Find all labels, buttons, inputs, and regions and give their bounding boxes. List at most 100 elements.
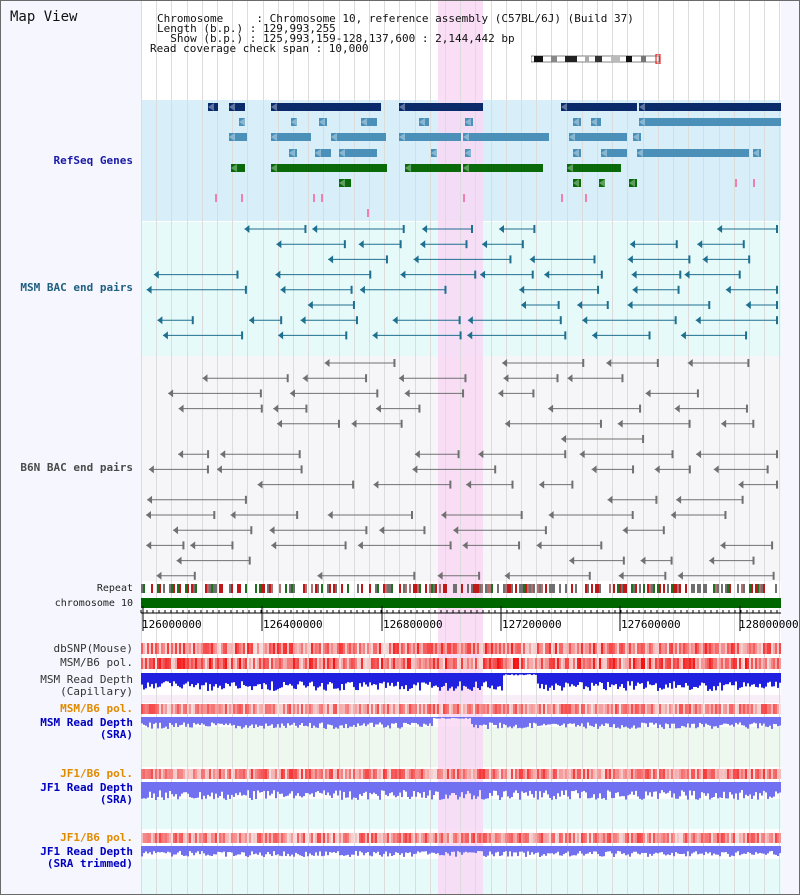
jf1-pol-trim-label[interactable]: JF1/B6 pol. bbox=[60, 831, 133, 844]
density-cell bbox=[685, 833, 687, 843]
b6n-bac-track-label[interactable]: B6N BAC end pairs bbox=[20, 461, 133, 474]
density-cell bbox=[633, 769, 635, 779]
depth-bar bbox=[181, 782, 183, 794]
bac-end-marker bbox=[207, 450, 210, 459]
density-cell bbox=[341, 704, 343, 714]
depth-bar bbox=[501, 846, 503, 856]
density-cell bbox=[561, 658, 563, 669]
density-cell bbox=[645, 769, 647, 779]
density-cell bbox=[689, 704, 691, 714]
depth-bar bbox=[313, 673, 315, 687]
depth-bar bbox=[739, 846, 741, 856]
depth-bar bbox=[779, 846, 781, 854]
density-cell bbox=[381, 833, 383, 843]
density-cell bbox=[633, 833, 635, 843]
density-cell bbox=[273, 658, 275, 669]
depth-bar bbox=[315, 673, 317, 691]
depth-bar bbox=[653, 717, 655, 725]
density-cell bbox=[313, 833, 315, 843]
depth-bar bbox=[705, 717, 707, 724]
dbsnp-track-label[interactable]: dbSNP(Mouse) bbox=[53, 642, 133, 655]
jf1-pol-sra-label[interactable]: JF1/B6 pol. bbox=[60, 767, 133, 780]
density-cell bbox=[283, 833, 285, 843]
density-cell bbox=[545, 643, 547, 654]
depth-bar bbox=[727, 717, 729, 725]
density-cell bbox=[317, 704, 319, 714]
density-cell bbox=[143, 704, 145, 714]
depth-bar bbox=[501, 673, 503, 691]
density-cell bbox=[301, 704, 303, 714]
bac-end-marker bbox=[677, 285, 680, 294]
gene-strand-arrow bbox=[339, 179, 345, 187]
density-cell bbox=[715, 643, 717, 654]
density-cell bbox=[217, 833, 219, 843]
density-cell bbox=[203, 833, 205, 843]
bac-end-marker bbox=[298, 450, 301, 459]
density-cell bbox=[565, 704, 567, 714]
depth-bar bbox=[357, 846, 359, 856]
bac-end-marker bbox=[423, 526, 426, 535]
depth-bar bbox=[141, 673, 143, 685]
density-cell bbox=[509, 704, 511, 714]
depth-bar bbox=[633, 673, 635, 690]
depth-bar bbox=[517, 717, 519, 729]
density-cell bbox=[237, 769, 239, 779]
depth-bar bbox=[171, 717, 173, 725]
density-cell bbox=[669, 658, 671, 669]
depth-bar bbox=[527, 846, 529, 852]
page-title: Map View bbox=[10, 9, 78, 25]
density-cell bbox=[425, 833, 427, 843]
msm-pol-sra-label[interactable]: MSM/B6 pol. bbox=[60, 702, 133, 715]
depth-bar bbox=[349, 717, 351, 727]
depth-bar bbox=[503, 782, 505, 792]
density-cell bbox=[235, 769, 237, 779]
repeat-element bbox=[667, 584, 669, 593]
density-cell bbox=[317, 769, 319, 779]
jf1-depth-trim-label-1[interactable]: JF1 Read Depth bbox=[40, 845, 133, 858]
depth-bar bbox=[155, 717, 157, 723]
density-cell bbox=[503, 769, 505, 779]
depth-bar bbox=[341, 782, 343, 800]
repeat-element bbox=[663, 584, 665, 593]
density-cell bbox=[671, 658, 673, 669]
depth-bar bbox=[175, 782, 177, 795]
density-cell bbox=[647, 704, 649, 714]
density-cell bbox=[641, 643, 643, 654]
bac-end-marker bbox=[544, 270, 550, 279]
refseq-track-label[interactable]: RefSeq Genes bbox=[53, 154, 133, 167]
depth-bar bbox=[587, 673, 589, 688]
depth-bar bbox=[677, 846, 679, 854]
depth-bar bbox=[637, 673, 639, 683]
depth-bar bbox=[257, 782, 259, 791]
depth-bar bbox=[521, 673, 523, 675]
density-cell bbox=[603, 833, 605, 843]
density-cell bbox=[379, 643, 381, 654]
msm-pol-capillary-label[interactable]: MSM/B6 pol. bbox=[60, 656, 133, 669]
jf1-depth-sra-label-2: (SRA) bbox=[99, 793, 133, 806]
density-cell bbox=[419, 643, 421, 654]
depth-bar bbox=[767, 673, 769, 683]
jf1-depth-sra-label-1[interactable]: JF1 Read Depth bbox=[40, 781, 133, 794]
repeat-element bbox=[527, 584, 529, 593]
depth-bar bbox=[461, 717, 463, 719]
depth-bar bbox=[381, 782, 383, 791]
density-cell bbox=[465, 769, 467, 779]
depth-bar bbox=[441, 782, 443, 800]
repeat-element bbox=[743, 584, 745, 593]
depth-bar bbox=[609, 673, 611, 688]
chromosome-ideogram[interactable] bbox=[531, 54, 661, 64]
msm-bac-track-label[interactable]: MSM BAC end pairs bbox=[20, 281, 133, 294]
density-cell bbox=[511, 833, 513, 843]
msm-depth-sra-label-1[interactable]: MSM Read Depth bbox=[40, 716, 133, 729]
depth-bar bbox=[651, 846, 653, 856]
density-cell bbox=[415, 769, 417, 779]
msm-depth-capillary-label-1[interactable]: MSM Read Depth bbox=[40, 673, 133, 686]
depth-bar bbox=[489, 673, 491, 689]
density-cell bbox=[483, 643, 485, 654]
bac-end-marker bbox=[275, 270, 281, 279]
gene-feature bbox=[271, 103, 381, 111]
repeat-element bbox=[151, 584, 153, 593]
bac-end-marker bbox=[413, 255, 419, 264]
depth-bar bbox=[381, 717, 383, 725]
